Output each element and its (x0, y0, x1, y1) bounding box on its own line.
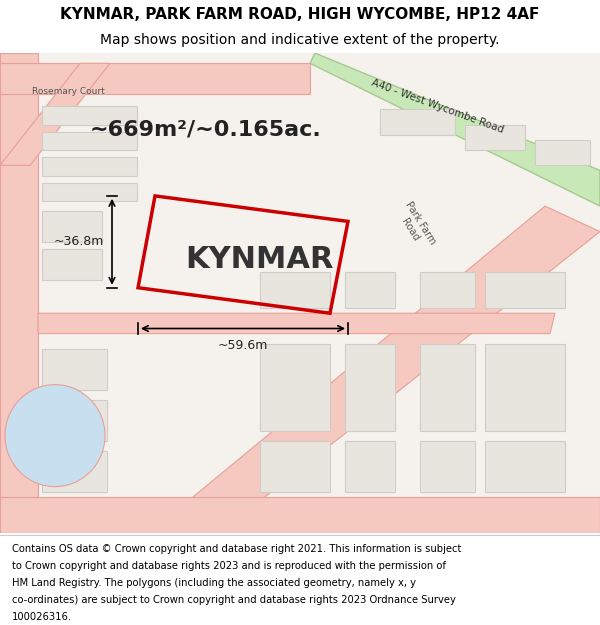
Polygon shape (310, 53, 600, 206)
Bar (485, 441, 565, 492)
Bar (42, 249, 102, 279)
Polygon shape (0, 497, 600, 532)
Circle shape (5, 384, 105, 487)
Bar (260, 441, 330, 492)
Bar (535, 140, 590, 166)
Bar (42, 157, 137, 176)
Text: KYNMAR, PARK FARM ROAD, HIGH WYCOMBE, HP12 4AF: KYNMAR, PARK FARM ROAD, HIGH WYCOMBE, HP… (61, 8, 539, 22)
Bar (42, 132, 137, 150)
Text: 100026316.: 100026316. (12, 612, 72, 622)
Bar (345, 344, 395, 431)
Text: Park Farm
Road: Park Farm Road (393, 200, 437, 252)
Bar (42, 349, 107, 390)
Text: ~59.6m: ~59.6m (218, 339, 268, 352)
Bar (42, 182, 137, 201)
Bar (465, 124, 525, 150)
Bar (380, 109, 455, 135)
Polygon shape (0, 53, 38, 532)
Text: Contains OS data © Crown copyright and database right 2021. This information is : Contains OS data © Crown copyright and d… (12, 544, 461, 554)
Polygon shape (0, 63, 110, 166)
Bar (485, 344, 565, 431)
Polygon shape (38, 313, 555, 334)
Bar (42, 106, 137, 124)
Bar (42, 211, 102, 242)
Text: Rosemary Court: Rosemary Court (32, 88, 104, 96)
Bar (42, 451, 107, 492)
Bar (42, 400, 107, 441)
Text: A40 - West Wycombe Road: A40 - West Wycombe Road (370, 78, 506, 135)
Text: to Crown copyright and database rights 2023 and is reproduced with the permissio: to Crown copyright and database rights 2… (12, 561, 446, 571)
Bar (260, 272, 330, 308)
Bar (485, 272, 565, 308)
Text: KYNMAR: KYNMAR (186, 244, 334, 274)
Bar (345, 272, 395, 308)
Polygon shape (150, 206, 600, 532)
Text: ~36.8m: ~36.8m (53, 236, 104, 248)
Text: co-ordinates) are subject to Crown copyright and database rights 2023 Ordnance S: co-ordinates) are subject to Crown copyr… (12, 595, 456, 605)
Polygon shape (0, 63, 310, 94)
Bar (420, 344, 475, 431)
Text: Map shows position and indicative extent of the property.: Map shows position and indicative extent… (100, 33, 500, 47)
Bar (345, 441, 395, 492)
Text: HM Land Registry. The polygons (including the associated geometry, namely x, y: HM Land Registry. The polygons (includin… (12, 578, 416, 588)
Bar (420, 272, 475, 308)
Text: ~669m²/~0.165ac.: ~669m²/~0.165ac. (90, 119, 322, 139)
Bar (420, 441, 475, 492)
Bar (260, 344, 330, 431)
